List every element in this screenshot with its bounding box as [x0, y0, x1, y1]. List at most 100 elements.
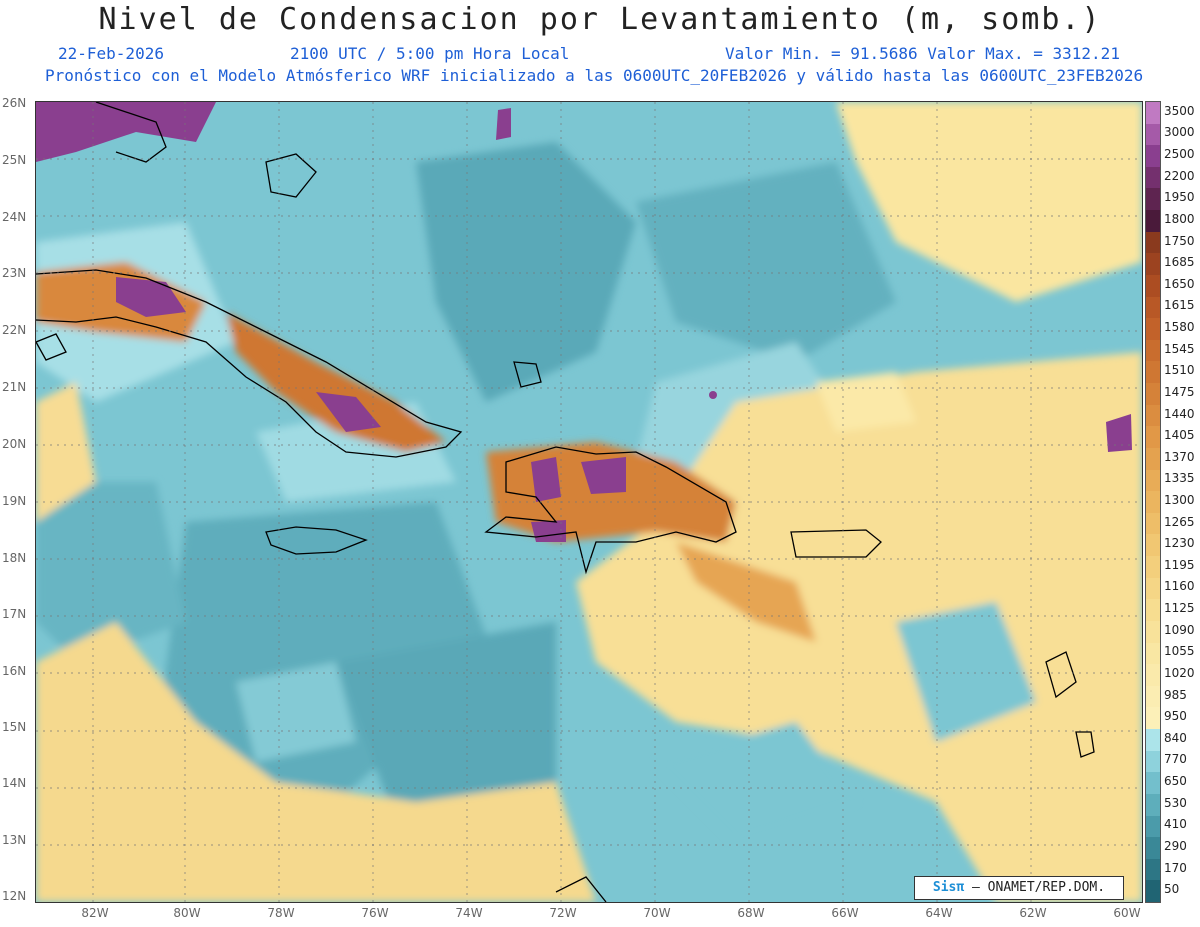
- lon-label-60w: 60W: [1113, 906, 1141, 920]
- colorbar-segment: [1146, 145, 1160, 168]
- colorbar-segment: [1146, 188, 1160, 211]
- colorbar-label: 1440: [1164, 406, 1195, 421]
- colorbar-label: 1265: [1164, 514, 1195, 529]
- colorbar-segment: [1146, 102, 1160, 125]
- credit-text: – ONAMET/REP.DOM.: [964, 880, 1106, 895]
- field-low-west: [36, 482, 186, 662]
- lon-label-74w: 74W: [455, 906, 483, 920]
- lat-label-24n: 24N: [2, 210, 27, 224]
- coastline-hispaniola: [484, 446, 737, 575]
- graticule: [36, 102, 1142, 902]
- colorbar-label: 50: [1164, 882, 1180, 897]
- lat-label-18n: 18N: [2, 551, 27, 565]
- lon-label-64w: 64W: [925, 906, 953, 920]
- coastline-guadeloupe: [1045, 651, 1077, 699]
- field-max-dot: [709, 391, 717, 399]
- colorbar-segment: [1146, 253, 1160, 276]
- field-max-east: [1106, 414, 1132, 452]
- field-max-atlantic: [496, 108, 511, 140]
- colorbar-label: 1160: [1164, 579, 1195, 594]
- lat-label-12n: 12N: [2, 889, 27, 903]
- field-streak-1: [656, 722, 856, 842]
- lon-label-62w: 62W: [1019, 906, 1047, 920]
- model-info-line: Pronóstico con el Modelo Atmósferico WRF…: [45, 66, 1144, 85]
- colorbar-label: 1510: [1164, 363, 1195, 378]
- colorbar-label: 1300: [1164, 493, 1195, 507]
- colorbar-segment: [1146, 210, 1160, 233]
- colorbar-label: 1090: [1164, 622, 1195, 637]
- colorbar-segment: [1146, 383, 1160, 406]
- field-streak-2: [896, 602, 1036, 742]
- colorbar-label: 1950: [1164, 190, 1195, 205]
- colorbar-segment: [1146, 750, 1160, 773]
- lat-label-26n: 26N: [2, 96, 27, 110]
- colorbar-segment: [1146, 534, 1160, 557]
- field-low-north: [416, 142, 636, 402]
- map-panel: [35, 101, 1143, 903]
- coastline-puerto-rico: [790, 529, 882, 558]
- coastline-jamaica: [265, 526, 368, 555]
- colorbar-segment: [1146, 685, 1160, 708]
- colorbar-label: 1650: [1164, 276, 1195, 291]
- colorbar-label: 1580: [1164, 320, 1195, 335]
- lat-label-14n: 14N: [2, 776, 27, 790]
- colorbar-segment: [1146, 880, 1160, 903]
- colorbar-label: 1545: [1164, 341, 1195, 356]
- colorbar-label: 2200: [1164, 168, 1195, 183]
- field-orange-cuba-east: [226, 312, 446, 452]
- colorbar-label: 1475: [1164, 384, 1195, 399]
- lon-label-78w: 78W: [267, 906, 295, 920]
- field-max-dr: [581, 457, 626, 494]
- coastline-martinique: [1075, 731, 1095, 758]
- colorbar-label: 985: [1164, 687, 1187, 702]
- lon-label-80w: 80W: [173, 906, 201, 920]
- colorbar-label: 840: [1164, 730, 1187, 745]
- colorbar-segment: [1146, 837, 1160, 860]
- colorbar-segment: [1146, 166, 1160, 189]
- field-streak-3: [236, 662, 356, 762]
- field-low-central: [336, 622, 556, 822]
- colorbar-label: 2500: [1164, 147, 1195, 162]
- field-high-east: [576, 352, 1142, 902]
- lon-label-72w: 72W: [549, 906, 577, 920]
- colorbar-segment: [1146, 426, 1160, 449]
- coastline-isle-youth: [36, 333, 67, 361]
- colorbar-segment: [1146, 512, 1160, 535]
- colorbar-segment: [1146, 296, 1160, 319]
- colorbar-segment: [1146, 447, 1160, 471]
- sispi-logo: Sisπ: [932, 880, 965, 895]
- lcl-field-map: [36, 102, 1142, 902]
- colorbar-label: 1020: [1164, 665, 1195, 680]
- coastline-venezuela: [555, 876, 607, 902]
- colorbar-segment: [1146, 318, 1160, 341]
- coastline-cuba: [36, 269, 463, 458]
- colorbar-segment: [1146, 772, 1160, 795]
- lat-label-17n: 17N: [2, 607, 27, 621]
- coastline-andros: [265, 153, 317, 198]
- lat-label-20n: 20N: [2, 437, 27, 451]
- colorbar-label: 1195: [1164, 557, 1195, 572]
- colorbar-segment: [1146, 620, 1160, 644]
- colorbar-segment: [1146, 858, 1160, 881]
- colorbar-segment: [1146, 274, 1160, 298]
- map-title: Nivel de Condensacion por Levantamiento …: [98, 2, 1102, 37]
- colorbar-label: 3000: [1164, 125, 1195, 140]
- colorbar-segment: [1146, 231, 1160, 254]
- colorbar-segment: [1146, 491, 1160, 514]
- colorbar-label: 1405: [1164, 428, 1195, 443]
- colorbar-label: 1230: [1164, 536, 1195, 551]
- credit-box: Sisπ – ONAMET/REP.DOM.: [914, 876, 1124, 900]
- lon-label-68w: 68W: [737, 906, 765, 920]
- lat-label-22n: 22N: [2, 323, 27, 337]
- colorbar-label: 1125: [1164, 601, 1195, 616]
- lon-label-82w: 82W: [81, 906, 109, 920]
- colorbar-segment: [1146, 577, 1160, 600]
- colorbar-segment: [1146, 793, 1160, 816]
- colorbar-segment: [1146, 339, 1160, 362]
- min-max-values: Valor Min. = 91.5686 Valor Max. = 3312.2…: [725, 44, 1120, 63]
- field-high-south: [36, 622, 596, 902]
- lat-label-15n: 15N: [2, 720, 27, 734]
- colorbar-segment: [1146, 815, 1160, 838]
- colorbar-label: 410: [1164, 817, 1187, 832]
- lat-label-23n: 23N: [2, 266, 27, 280]
